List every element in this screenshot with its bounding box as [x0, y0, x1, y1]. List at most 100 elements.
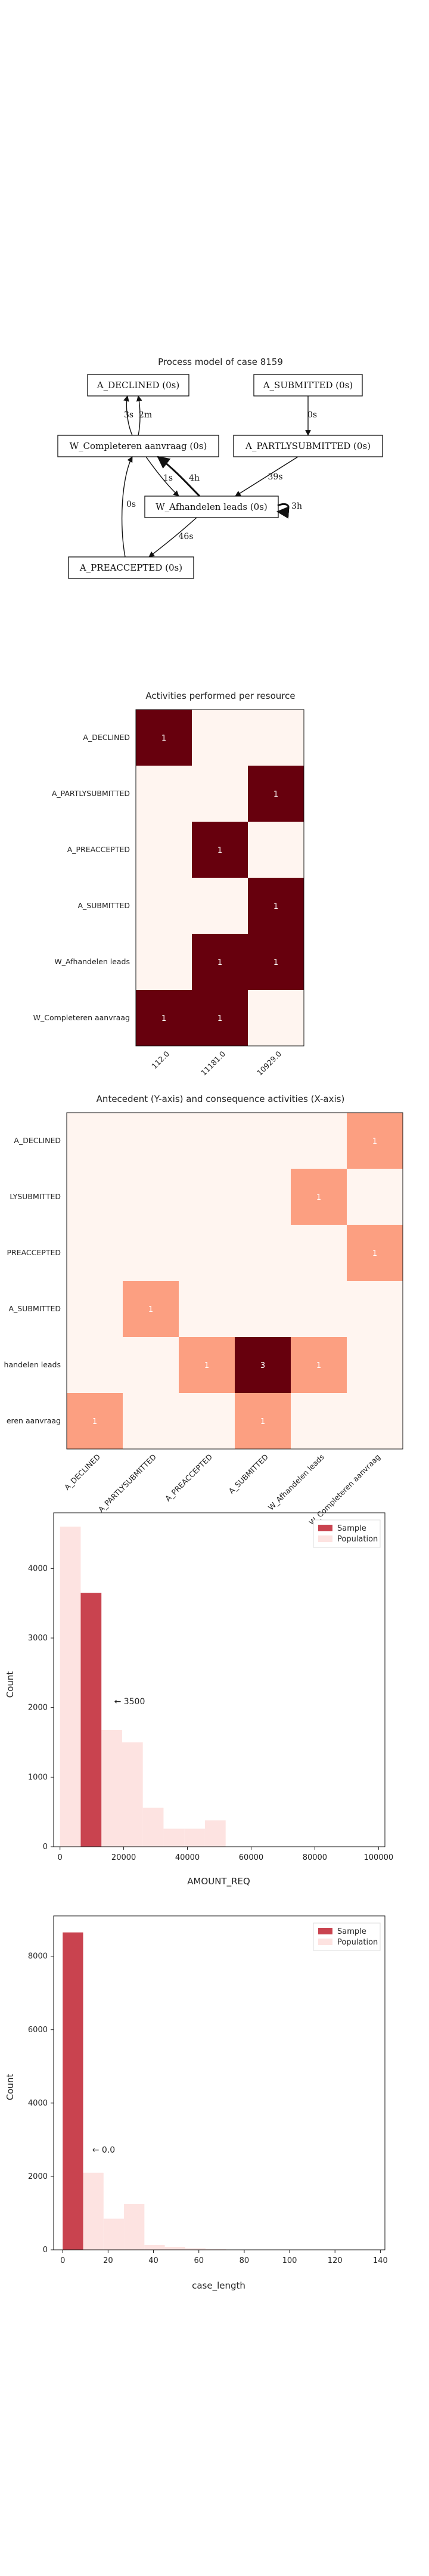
- transition-heatmap-cell: [291, 1225, 347, 1281]
- resource-heatmap-cell: [248, 710, 304, 766]
- case-length-x-tick: 140: [373, 2256, 388, 2265]
- resource-heatmap-cell: [192, 878, 248, 934]
- transition-heatmap-y-tick: handelen leads: [4, 1360, 61, 1369]
- amount-req-bar-sample: [80, 1593, 102, 1847]
- case-length-legend-frame: [313, 1922, 381, 1951]
- case-length-legend-label: Population: [337, 1938, 378, 1947]
- transition-heatmap-frame: [66, 1112, 403, 1450]
- transition-heatmap-cell-label: 1: [148, 1305, 153, 1314]
- transition-heatmap-cell: [67, 1393, 123, 1449]
- case-length-bar-sample: [63, 1932, 83, 2250]
- transition-heatmap-y-tick: eren aanvraag: [7, 1416, 61, 1425]
- case-length-y-tick: 4000: [28, 2099, 48, 2108]
- transition-heatmap-cell: [235, 1281, 291, 1337]
- case-length-bar-population: [164, 2247, 185, 2250]
- resource-heatmap-cell: [136, 822, 192, 878]
- case-length-bar-population: [103, 2218, 125, 2250]
- resource-heatmap-cell: [136, 990, 192, 1046]
- transition-heatmap-cell-label: 1: [260, 1417, 265, 1426]
- amount-req-histogram: AMOUNT_REQ Count 0 20000 40000 60000 80000 10…: [5, 1512, 393, 1887]
- transition-heatmap-cell: [291, 1337, 347, 1393]
- process-edge: [123, 395, 133, 436]
- resource-heatmap-cell: [136, 934, 192, 990]
- transition-heatmap-x-tick: A_PREACCEPTED: [163, 1453, 214, 1503]
- transition-heatmap-x-tick: A_SUBMITTED: [227, 1453, 270, 1496]
- amount-req-y-tick: 2000: [28, 1704, 48, 1713]
- case-length-y-tick: 0: [43, 2246, 48, 2255]
- transition-heatmap-cell-label: 1: [372, 1249, 377, 1258]
- resource-heatmap-cell: [136, 878, 192, 934]
- amount-req-x-tick: 60000: [239, 1853, 263, 1862]
- transition-heatmap-cell: [347, 1113, 403, 1169]
- process-edge-label: 0s: [307, 410, 317, 420]
- case-length-x-tick: 80: [240, 2256, 250, 2265]
- amount-req-legend-label: Sample: [337, 1524, 366, 1533]
- process-edge-label: 39s: [268, 472, 283, 482]
- amount-req-y-tick: 0: [43, 1843, 48, 1852]
- resource-heatmap-x-tick: 11181.0: [199, 1049, 227, 1077]
- resource-heatmap-x-tick: 10929.0: [255, 1049, 283, 1077]
- process-node-label: A_PARTLYSUBMITTED (0s): [245, 441, 371, 451]
- resource-heatmap-y-tick: W_Completeren aanvraag: [33, 1013, 130, 1022]
- process-edge-label: 4h: [189, 473, 200, 483]
- transition-heatmap-cell: [179, 1393, 235, 1449]
- case-length-y-tick: 6000: [28, 2026, 48, 2035]
- case-length-xlabel: case_length: [192, 2280, 245, 2292]
- transition-heatmap-x-tick: A_PARTLYSUBMITTED: [97, 1453, 158, 1514]
- case-length-bar-population: [185, 2248, 206, 2250]
- resource-heatmap-cell: [248, 822, 304, 878]
- case-length-y-tick: 8000: [28, 1952, 48, 1961]
- transition-heatmap-cell-label: 1: [204, 1361, 209, 1370]
- amount-req-legend-swatch: [318, 1535, 332, 1542]
- transition-heatmap-cell: [123, 1337, 179, 1393]
- transition-heatmap-cell-label: 1: [316, 1361, 321, 1370]
- process-edge-label: 46s: [179, 532, 194, 541]
- process-node-box: [144, 496, 279, 518]
- amount-req-x-tick: 80000: [303, 1853, 327, 1862]
- transition-heatmap-cell-label: 1: [316, 1193, 321, 1202]
- process-node-label: W_Completeren aanvraag (0s): [70, 441, 207, 451]
- transition-heatmap-cell: [179, 1225, 235, 1281]
- process-node-label: W_Afhandelen leads (0s): [156, 501, 268, 512]
- transition-heatmap-cell: [235, 1393, 291, 1449]
- process-edge-label: 3h: [291, 501, 302, 511]
- amount-req-y-tick: 3000: [28, 1634, 48, 1643]
- resource-heatmap-cell: [192, 934, 248, 990]
- amount-req-legend-swatch: [318, 1525, 332, 1531]
- transition-heatmap-cell: [67, 1337, 123, 1393]
- case-length-x-tick: 60: [194, 2256, 204, 2265]
- resource-heatmap-cell-label: 1: [217, 1014, 222, 1023]
- process-node-label: A_PREACCEPTED (0s): [79, 562, 182, 573]
- case-length-bar-population: [144, 2245, 165, 2250]
- process-node-box: [87, 374, 189, 397]
- process-edge: [235, 456, 299, 497]
- case-length-legend-label: Sample: [337, 1927, 366, 1936]
- transition-heatmap-x-tick: A_DECLINED: [63, 1453, 102, 1492]
- amount-req-x-tick: 0: [58, 1853, 63, 1862]
- case-length-bar-population: [83, 2172, 104, 2250]
- transition-heatmap-y-tick: A_DECLINED: [14, 1136, 61, 1145]
- amount-req-legend-label: Population: [337, 1535, 378, 1544]
- amount-req-y-tick: 4000: [28, 1564, 48, 1573]
- resource-heatmap-x-tick: 112.0: [150, 1049, 171, 1070]
- amount-req-annotation: ← 3500: [114, 1697, 145, 1707]
- case-length-x-tick: 0: [60, 2256, 65, 2265]
- process-model-graph: Process model of case 8159 A_DECLINED (0…: [57, 357, 383, 579]
- resource-heatmap-cell: [248, 766, 304, 822]
- transition-heatmap-cell: [67, 1169, 123, 1225]
- resource-heatmap-cell-label: 1: [217, 958, 222, 967]
- transition-heatmap-cell: [347, 1281, 403, 1337]
- resource-heatmap-cell-label: 1: [273, 790, 278, 799]
- resource-heatmap-cell: [248, 990, 304, 1046]
- amount-req-y-tick: 1000: [28, 1773, 48, 1782]
- transition-heatmap-cell: [179, 1281, 235, 1337]
- transition-heatmap-cell: [123, 1113, 179, 1169]
- amount-req-frame: [53, 1512, 386, 1847]
- resource-heatmap-y-tick: A_PARTLYSUBMITTED: [52, 789, 130, 798]
- case-length-x-tick: 40: [148, 2256, 158, 2265]
- amount-req-xlabel: AMOUNT_REQ: [187, 1876, 250, 1887]
- resource-heatmap-cell: [192, 766, 248, 822]
- transition-heatmap-cell: [123, 1281, 179, 1337]
- transition-heatmap-cell: [235, 1225, 291, 1281]
